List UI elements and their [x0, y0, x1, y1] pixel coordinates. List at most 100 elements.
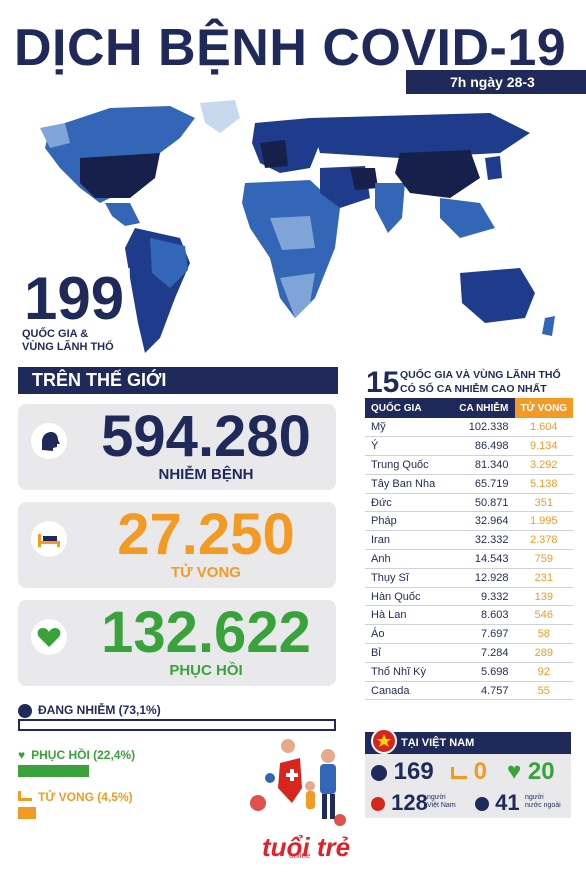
cases-cell: 102.338 — [453, 418, 515, 438]
vietnam-infected: 169 — [371, 758, 434, 786]
world-recovered-value: 132.622 — [101, 600, 311, 665]
family-shield-illustration — [250, 739, 346, 826]
world-section-header: TRÊN THẾ GIỚI — [18, 367, 338, 394]
country-cell: Canada — [365, 681, 453, 701]
map-region-usa — [80, 153, 160, 198]
deaths-cell: 231 — [514, 568, 573, 588]
vietnam-citizens-label-line1: người — [427, 794, 446, 801]
deaths-cell: 58 — [514, 624, 573, 645]
world-map — [40, 100, 555, 353]
top15-title-line2: CÓ SỐ CA NHIỄM CAO NHẤT — [400, 383, 547, 395]
countries-count-label-line1: QUỐC GIA & — [22, 328, 89, 340]
cases-cell: 8.603 — [453, 605, 515, 626]
map-region-australia — [460, 268, 535, 323]
deaths-pct-bar — [18, 807, 336, 819]
country-cell: Tây Ban Nha — [365, 474, 453, 494]
vietnam-header: TẠI VIỆT NAM — [365, 732, 571, 754]
country-cell: Thụy Sĩ — [365, 568, 453, 588]
vietnam-recovered-value: 20 — [527, 758, 555, 785]
vietnam-box: TẠI VIỆT NAM 169 0 ♥ 20 128 người Việt N… — [365, 728, 571, 818]
vietnam-citizens: 128 — [371, 790, 428, 816]
bed-icon — [30, 520, 68, 558]
deaths-cell: 759 — [514, 549, 573, 569]
cases-cell: 9.332 — [453, 587, 515, 607]
map-region-alaska — [40, 123, 70, 148]
table-row: Hàn Quốc 9.332 139 — [365, 587, 573, 607]
cases-cell: 32.964 — [453, 511, 515, 532]
map-region-africa-central — [270, 216, 315, 250]
cases-cell: 4.757 — [453, 681, 515, 701]
page-title: DỊCH BỆNH COVID-19 — [14, 19, 567, 77]
map-region-brazil — [150, 238, 188, 288]
vietnam-foreigners-value: 41 — [495, 790, 520, 815]
vietnam-recovered: ♥ 20 — [507, 758, 555, 786]
active-pct-label: ĐANG NHIỄM (73,1%) — [38, 703, 161, 717]
world-recovered-label: PHỤC HỒI — [169, 662, 243, 679]
world-deaths-card: 27.250 TỬ VONG — [18, 502, 336, 588]
deaths-pct-label: TỬ VONG (4,5%) — [38, 790, 133, 804]
header-cases: CA NHIỄM — [453, 398, 515, 418]
cases-cell: 32.332 — [453, 530, 515, 551]
world-recovered-card: 132.622 PHỤC HỒI — [18, 600, 336, 686]
vietnam-foreigners-label-line2: nước ngoài — [525, 802, 561, 809]
country-cell: Iran — [365, 530, 453, 551]
deaths-pct-fill — [18, 807, 36, 819]
vietnam-foreigners: 41 — [475, 790, 520, 816]
deaths-cell: 289 — [514, 643, 573, 663]
table-row: Bỉ 7.284 289 — [365, 643, 573, 663]
deaths-cell: 92 — [514, 662, 573, 682]
recovered-pct-row: ♥ PHỤC HỒI (22,4%) — [18, 748, 135, 762]
deaths-cell: 351 — [514, 493, 573, 513]
map-region-iran — [350, 168, 378, 190]
map-region-new-zealand — [542, 316, 555, 336]
country-cell: Trung Quốc — [365, 455, 453, 475]
globe-vn-icon — [475, 797, 489, 812]
map-region-japan-korea — [485, 156, 502, 180]
country-cell: Bỉ — [365, 643, 453, 663]
table-row: Áo 7.697 58 — [365, 624, 573, 645]
deaths-cell: 139 — [514, 587, 573, 607]
world-infected-card: 594.280 NHIỄM BỆNH — [18, 404, 336, 490]
map-region-china — [395, 150, 480, 198]
map-region-russia — [310, 113, 530, 158]
country-cell: Áo — [365, 624, 453, 645]
map-region-india — [375, 183, 405, 233]
countries-count: 199 — [18, 268, 131, 330]
top15-title: QUỐC GIA VÀ VÙNG LÃNH THỔ CÓ SỐ CA NHIỄM… — [400, 368, 561, 396]
deaths-cell: 3.292 — [514, 455, 573, 475]
heart-icon — [30, 618, 68, 656]
cases-cell: 12.928 — [453, 568, 515, 588]
header-deaths: TỬ VONG — [514, 398, 573, 418]
recovered-pct-label: PHỤC HỒI (22,4%) — [31, 748, 136, 762]
deaths-cell: 5.138 — [514, 474, 573, 494]
map-region-central-america — [105, 203, 140, 226]
cases-cell: 65.719 — [453, 474, 515, 494]
table-row: Trung Quốc 81.340 3.292 — [365, 455, 573, 475]
table-row: Mỹ 102.338 1.604 — [365, 418, 573, 438]
tuoi-tre-logo[interactable]: tuổi trẻ — [262, 832, 351, 862]
table-row: Thổ Nhĩ Kỳ 5.698 92 — [365, 662, 573, 682]
deaths-pct-row: TỬ VONG (4,5%) — [18, 790, 133, 804]
cases-cell: 7.284 — [453, 643, 515, 663]
world-infected-label: NHIỄM BỆNH — [158, 466, 254, 483]
map-region-southeast-asia — [440, 198, 495, 238]
cases-cell: 14.543 — [453, 549, 515, 569]
world-deaths-value: 27.250 — [117, 502, 295, 567]
table-body: Mỹ 102.338 1.604 Ý 86.498 9.134 Trung Quốc 81.3… — [365, 418, 573, 701]
cases-cell: 5.698 — [453, 662, 515, 682]
vietnam-foreigners-label: người nước ngoài — [525, 794, 561, 810]
vietnam-flag-icon — [371, 728, 397, 754]
table-row: Ý 86.498 9.134 — [365, 436, 573, 457]
deaths-cell: 1.604 — [514, 418, 573, 438]
deaths-cell: 1.995 — [514, 511, 573, 532]
person-head-icon — [30, 422, 68, 460]
vietnam-deaths: 0 — [451, 758, 487, 786]
tuoi-tre-logo-sub: online — [289, 851, 311, 860]
vietnam-deaths-value: 0 — [473, 758, 488, 785]
vietnam-infected-value: 169 — [393, 758, 434, 785]
bed-vn-icon — [451, 766, 467, 779]
map-region-africa-south — [280, 273, 315, 318]
country-cell: Đức — [365, 493, 453, 513]
country-cell: Ý — [365, 436, 453, 457]
active-pct-bar — [18, 719, 336, 731]
